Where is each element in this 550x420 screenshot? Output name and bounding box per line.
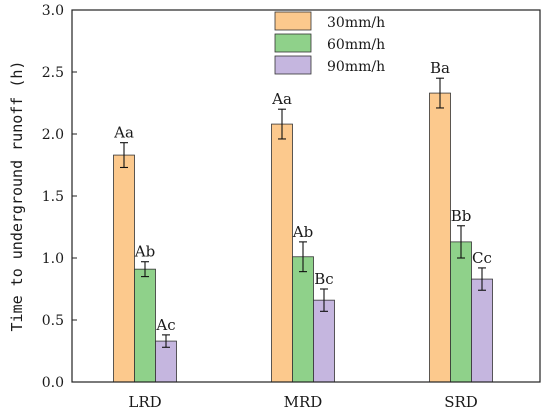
significance-label: Aa — [271, 90, 292, 108]
category-label: MRD — [284, 393, 323, 411]
bar — [313, 299, 335, 383]
significance-label: Bc — [314, 270, 333, 288]
plot-frame — [71, 9, 541, 383]
category-label: LRD — [128, 393, 161, 411]
significance-label: Aa — [113, 124, 134, 142]
y-tick-label: 1.5 — [42, 189, 64, 205]
bar — [292, 256, 314, 383]
legend-label: 90mm/h — [327, 59, 385, 75]
y-tick-label: 0.5 — [42, 313, 64, 329]
bar — [471, 278, 493, 383]
category-labels: LRD MRD SRD — [128, 393, 477, 411]
legend-label: 60mm/h — [327, 37, 385, 53]
y-tick-label: 2.0 — [42, 127, 64, 143]
bar — [134, 268, 156, 383]
legend-swatch — [274, 55, 312, 75]
significance-label: Ab — [292, 223, 313, 241]
legend: 30mm/h 60mm/h 90mm/h — [274, 11, 385, 75]
y-axis-title: Time to underground runoff (h) — [8, 61, 26, 332]
bar — [271, 123, 293, 383]
bar — [450, 241, 472, 383]
y-tick-label: 0.0 — [42, 375, 64, 391]
bar — [429, 92, 451, 383]
legend-swatch — [274, 33, 312, 53]
y-tick-label: 1.0 — [42, 251, 64, 267]
significance-label: Ac — [155, 316, 175, 334]
significance-label: Ba — [430, 59, 450, 77]
legend-label: 30mm/h — [327, 15, 385, 31]
legend-swatch — [274, 11, 312, 31]
category-label: SRD — [444, 393, 478, 411]
bars — [113, 77, 493, 383]
bar-annotations: Aa Ab Ac Aa Ab Bc Ba Bb Cc — [113, 59, 492, 334]
y-tick-label: 3.0 — [42, 3, 64, 19]
significance-label: Bb — [451, 207, 472, 225]
significance-label: Cc — [472, 249, 492, 267]
y-tick-labels: 0.0 0.5 1.0 1.5 2.0 2.5 3.0 — [42, 3, 64, 391]
significance-label: Ab — [134, 243, 155, 261]
y-tick-label: 2.5 — [42, 65, 64, 81]
bar — [113, 154, 135, 383]
